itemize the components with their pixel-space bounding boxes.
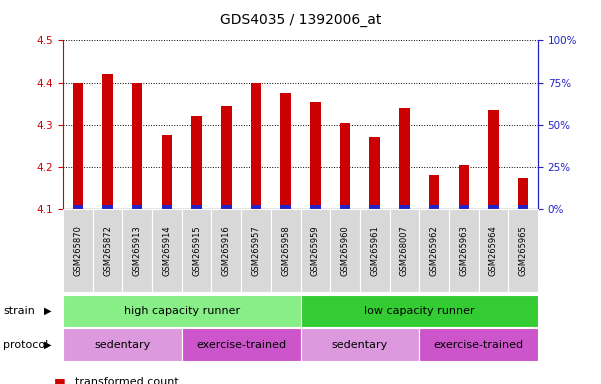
- Bar: [221, 205, 231, 209]
- Bar: [221, 106, 231, 209]
- Bar: [192, 116, 202, 209]
- Text: GSM265958: GSM265958: [281, 225, 290, 276]
- Text: GSM265960: GSM265960: [341, 225, 350, 276]
- Text: GSM265916: GSM265916: [222, 225, 231, 276]
- Bar: [73, 205, 83, 209]
- Bar: [73, 83, 83, 209]
- Text: protocol: protocol: [3, 339, 48, 350]
- Bar: [340, 205, 350, 209]
- Text: GSM265872: GSM265872: [103, 225, 112, 276]
- Bar: [102, 205, 113, 209]
- Bar: [310, 205, 320, 209]
- Text: ▶: ▶: [44, 306, 51, 316]
- Bar: [488, 205, 499, 209]
- Bar: [281, 205, 291, 209]
- Bar: [518, 205, 528, 209]
- Text: GSM265959: GSM265959: [311, 225, 320, 276]
- Bar: [488, 110, 499, 209]
- Text: transformed count: transformed count: [75, 377, 179, 384]
- Text: GSM265965: GSM265965: [519, 225, 528, 276]
- Text: low capacity runner: low capacity runner: [364, 306, 475, 316]
- Text: GSM265957: GSM265957: [251, 225, 260, 276]
- Bar: [132, 83, 142, 209]
- Bar: [192, 205, 202, 209]
- Bar: [429, 175, 439, 209]
- Text: GSM265961: GSM265961: [370, 225, 379, 276]
- Text: GSM268007: GSM268007: [400, 225, 409, 276]
- Bar: [370, 205, 380, 209]
- Text: GDS4035 / 1392006_at: GDS4035 / 1392006_at: [220, 13, 381, 27]
- Bar: [132, 205, 142, 209]
- Text: GSM265962: GSM265962: [430, 225, 439, 276]
- Bar: [281, 93, 291, 209]
- Text: ▶: ▶: [44, 339, 51, 350]
- Text: high capacity runner: high capacity runner: [124, 306, 240, 316]
- Bar: [399, 108, 409, 209]
- Bar: [162, 135, 172, 209]
- Text: sedentary: sedentary: [332, 339, 388, 350]
- Bar: [399, 205, 409, 209]
- Text: exercise-trained: exercise-trained: [433, 339, 523, 350]
- Bar: [459, 165, 469, 209]
- Bar: [459, 205, 469, 209]
- Text: strain: strain: [3, 306, 35, 316]
- Bar: [429, 205, 439, 209]
- Bar: [251, 83, 261, 209]
- Text: ■: ■: [54, 376, 66, 384]
- Bar: [370, 137, 380, 209]
- Text: sedentary: sedentary: [94, 339, 151, 350]
- Bar: [251, 205, 261, 209]
- Text: GSM265913: GSM265913: [133, 225, 142, 276]
- Text: GSM265964: GSM265964: [489, 225, 498, 276]
- Bar: [102, 74, 113, 209]
- Text: GSM265963: GSM265963: [459, 225, 468, 276]
- Text: exercise-trained: exercise-trained: [196, 339, 286, 350]
- Bar: [518, 177, 528, 209]
- Text: GSM265870: GSM265870: [73, 225, 82, 276]
- Text: GSM265915: GSM265915: [192, 225, 201, 276]
- Text: GSM265914: GSM265914: [162, 225, 171, 276]
- Bar: [340, 123, 350, 209]
- Bar: [162, 205, 172, 209]
- Bar: [310, 101, 320, 209]
